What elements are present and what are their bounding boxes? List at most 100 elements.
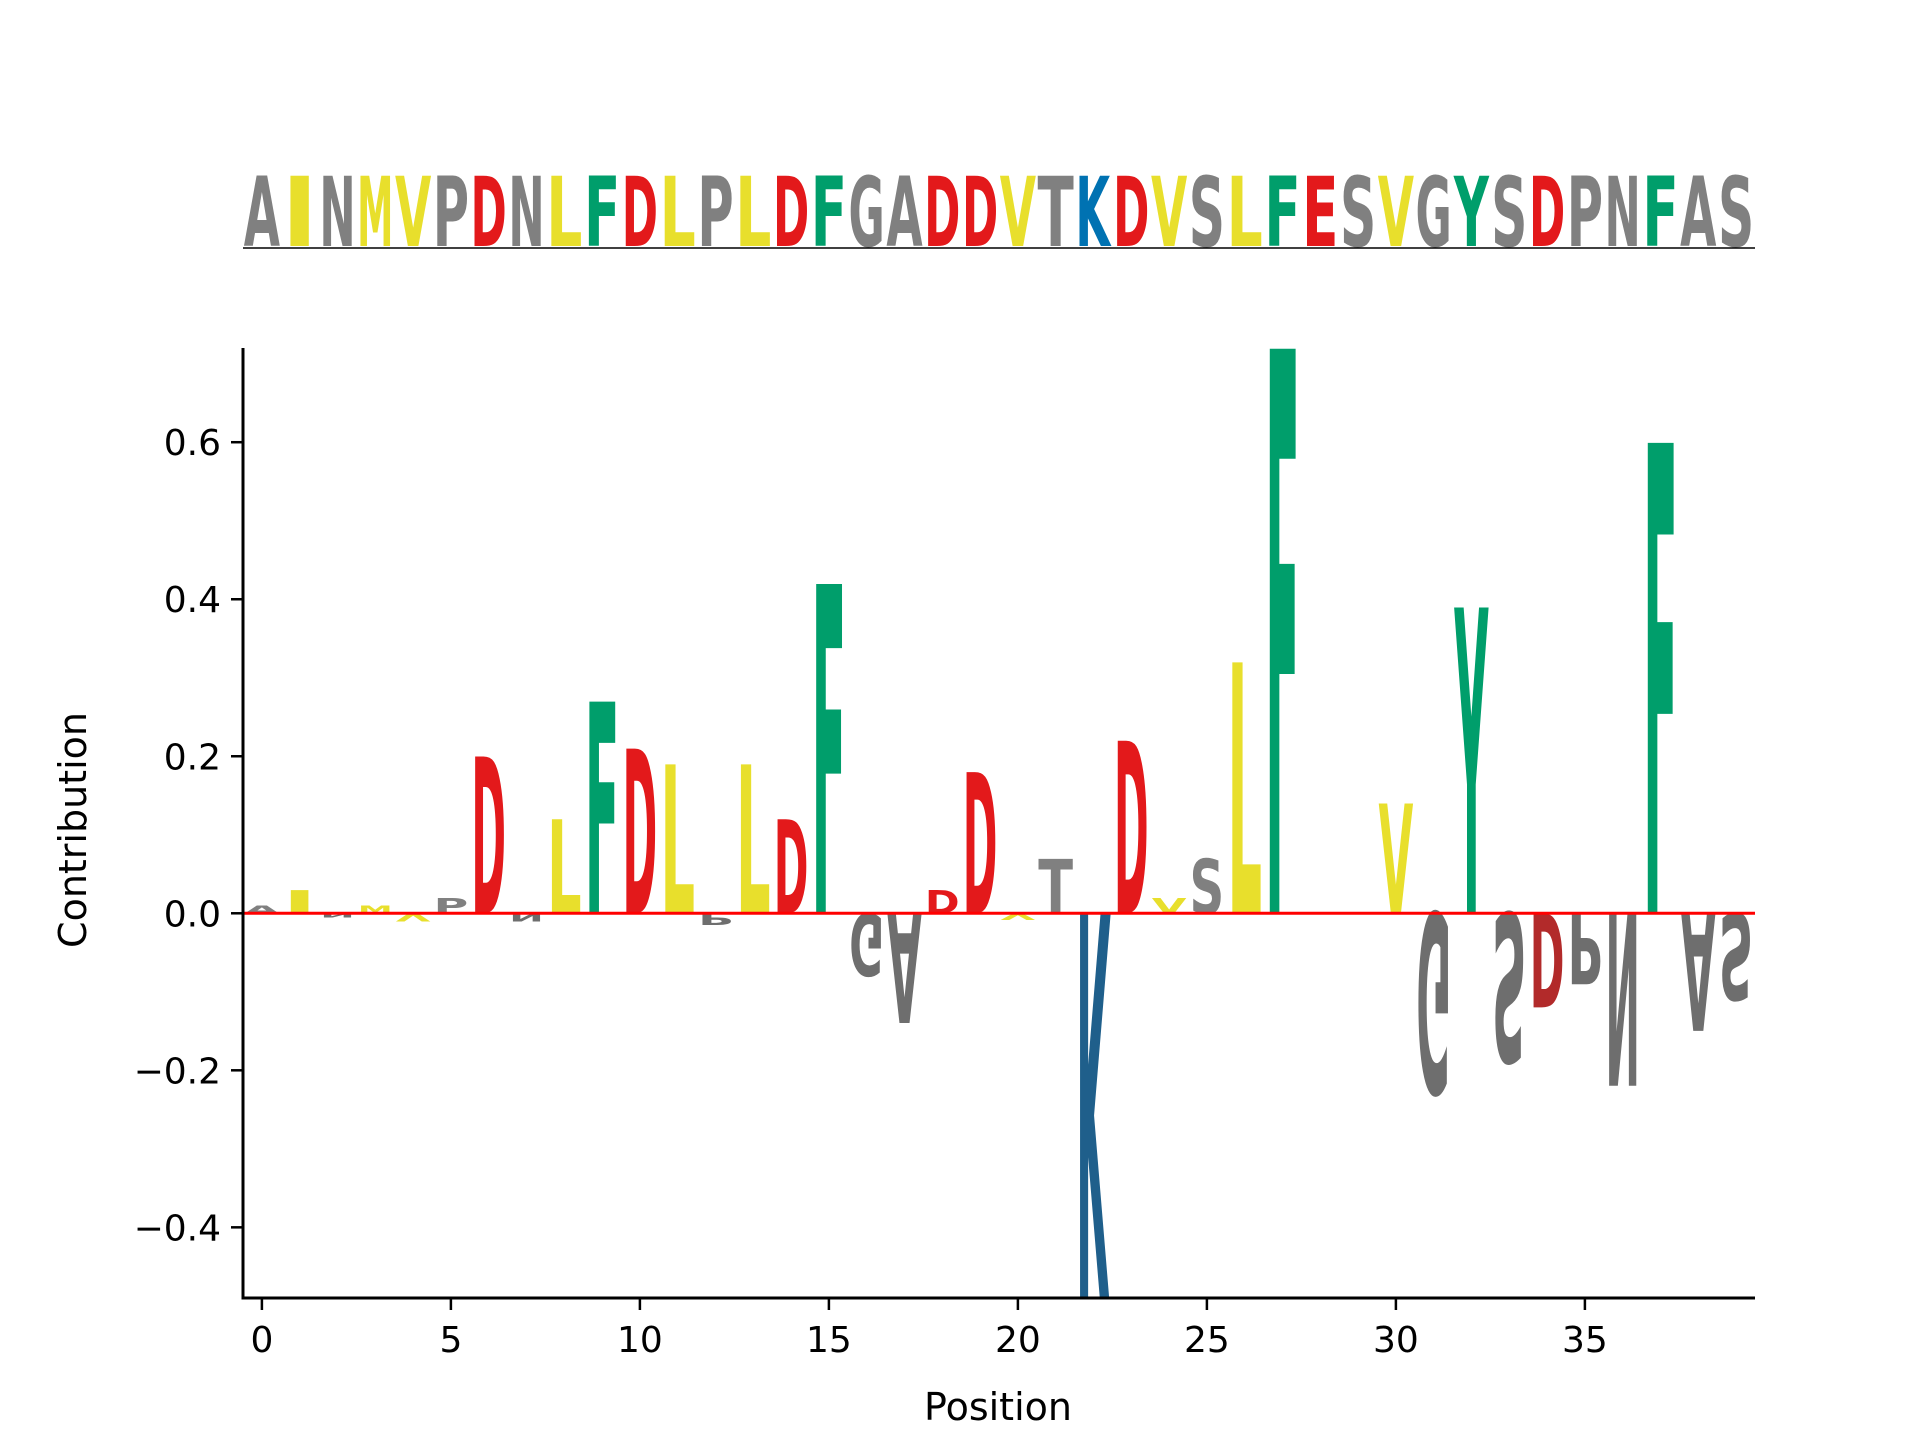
- svg-text:T: T: [1038, 158, 1074, 269]
- svg-text:L: L: [736, 725, 771, 963]
- svg-text:G: G: [849, 157, 885, 269]
- svg-text:N: N: [320, 912, 355, 918]
- svg-text:D: D: [623, 705, 658, 968]
- logo-residue: V: [1001, 911, 1036, 921]
- logo-residue: L: [736, 725, 771, 963]
- svg-text:D: D: [471, 157, 507, 269]
- sequence-residue: I: [282, 157, 318, 269]
- sequence-residue: D: [924, 157, 960, 269]
- svg-text:F: F: [812, 495, 847, 1021]
- svg-text:A: A: [886, 157, 923, 269]
- svg-text:V: V: [1378, 157, 1415, 269]
- svg-text:D: D: [963, 735, 998, 960]
- logo-residue: Y: [1454, 525, 1489, 1013]
- logo-residue: D: [925, 883, 960, 921]
- sequence-residue: N: [319, 157, 355, 269]
- svg-text:G: G: [1416, 855, 1451, 1144]
- svg-text:L: L: [660, 725, 695, 963]
- svg-text:P: P: [1567, 157, 1603, 269]
- logo-residue: K: [1076, 788, 1111, 1401]
- sequence-residue: F: [584, 158, 620, 269]
- svg-text:P: P: [697, 157, 733, 269]
- svg-text:A: A: [244, 157, 281, 269]
- svg-text:F: F: [811, 158, 847, 269]
- svg-text:L: L: [546, 157, 582, 269]
- svg-text:P: P: [433, 157, 469, 269]
- svg-text:L: L: [1227, 157, 1263, 269]
- logo-residue: D: [471, 713, 506, 964]
- svg-text:D: D: [774, 794, 809, 945]
- logo-residue: F: [585, 646, 620, 983]
- sequence-residue: G: [1416, 157, 1452, 269]
- sequence-residue: S: [1189, 158, 1225, 269]
- svg-text:S: S: [1491, 158, 1527, 269]
- svg-text:A: A: [1680, 157, 1717, 269]
- x-axis-title: Position: [924, 1385, 1072, 1429]
- y-axis-ticks: −0.4 −0.2 0.0 0.2 0.4 0.6: [134, 423, 243, 1249]
- svg-text:S: S: [1492, 864, 1527, 1102]
- sequence-residue: V: [1378, 157, 1415, 269]
- sequence-residue: L: [546, 157, 582, 269]
- sequence-residue: V: [1000, 157, 1037, 269]
- contribution-logo: A I N MV P D N L F D L P L D F G A D D V T K D V S L F V G Y S D P N F A S: [245, 196, 1754, 1401]
- svg-text:D: D: [1529, 157, 1565, 269]
- svg-text:S: S: [1340, 158, 1376, 269]
- svg-text:N: N: [1605, 157, 1641, 269]
- sequence-residue: F: [811, 158, 847, 269]
- svg-text:K: K: [1076, 788, 1111, 1401]
- logo-residue: N: [1605, 856, 1640, 1132]
- sequence-residue: M: [357, 159, 393, 270]
- svg-text:G: G: [1416, 157, 1452, 269]
- svg-text:L: L: [660, 157, 696, 269]
- svg-text:L: L: [1227, 595, 1262, 996]
- svg-text:G: G: [849, 893, 884, 993]
- svg-text:D: D: [962, 157, 998, 269]
- logo-residue: N: [320, 912, 355, 918]
- svg-text:D: D: [1114, 695, 1149, 971]
- sequence-residue: L: [660, 157, 696, 269]
- svg-text:Y: Y: [1453, 158, 1489, 269]
- svg-text:M: M: [357, 159, 393, 270]
- sequence-residue: F: [1642, 158, 1678, 269]
- logo-residue: P: [1568, 890, 1603, 1003]
- sequence-residue: D: [1113, 157, 1149, 269]
- x-tick-label: 5: [439, 1320, 462, 1361]
- sequence-residue: F: [1264, 158, 1300, 269]
- logo-residue: I: [282, 884, 317, 921]
- sequence-residue: D: [622, 157, 658, 269]
- sequence-residue: G: [849, 157, 885, 269]
- svg-text:N: N: [1605, 856, 1640, 1132]
- svg-text:V: V: [395, 157, 432, 269]
- svg-text:S: S: [1719, 884, 1754, 1021]
- svg-text:V: V: [1000, 157, 1037, 269]
- svg-text:V: V: [1379, 775, 1414, 950]
- logo-residue: F: [1643, 314, 1678, 1065]
- sequence-residue: N: [508, 157, 544, 269]
- svg-text:S: S: [1718, 158, 1754, 269]
- svg-text:E: E: [1302, 158, 1338, 269]
- svg-text:D: D: [622, 157, 658, 269]
- svg-text:F: F: [1264, 158, 1300, 269]
- logo-residue: G: [1416, 855, 1451, 1144]
- sequence-residue: Y: [1453, 158, 1489, 269]
- x-tick-label: 25: [1184, 1320, 1230, 1361]
- sequence-residue: K: [1075, 158, 1112, 269]
- x-tick-label: 30: [1373, 1320, 1419, 1361]
- sequence-residue: D: [962, 157, 998, 269]
- svg-text:I: I: [282, 884, 317, 921]
- sequence-residue: D: [471, 157, 507, 269]
- logo-residue: F: [1265, 196, 1300, 1096]
- svg-text:S: S: [1190, 843, 1225, 931]
- logo-residue: S: [1719, 884, 1754, 1021]
- sequence-residue: A: [1680, 157, 1717, 269]
- sequence-residue: P: [697, 157, 733, 269]
- y-tick-label: −0.4: [134, 1208, 221, 1249]
- logo-residue: D: [774, 794, 809, 945]
- svg-text:V: V: [1001, 911, 1036, 921]
- sequence-residue: D: [1529, 157, 1565, 269]
- x-tick-label: 35: [1562, 1320, 1608, 1361]
- svg-text:S: S: [1189, 158, 1225, 269]
- sequence-residue: S: [1340, 158, 1376, 269]
- logo-residue: L: [547, 795, 582, 945]
